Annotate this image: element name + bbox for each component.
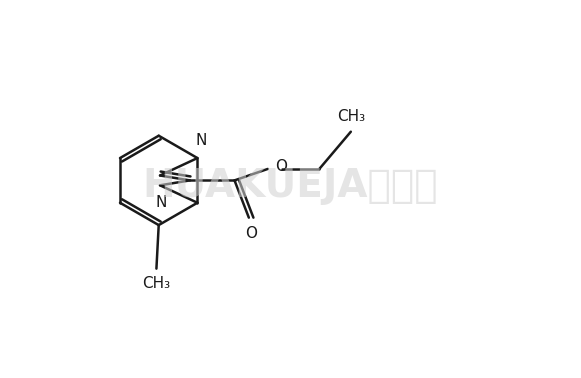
Text: O: O (245, 226, 257, 241)
Text: N: N (196, 133, 207, 148)
Text: N: N (156, 195, 167, 210)
Text: CH₃: CH₃ (337, 109, 365, 124)
Text: O: O (275, 159, 287, 174)
Text: HUAKUEJA化学加: HUAKUEJA化学加 (143, 167, 438, 205)
Text: CH₃: CH₃ (142, 276, 170, 291)
